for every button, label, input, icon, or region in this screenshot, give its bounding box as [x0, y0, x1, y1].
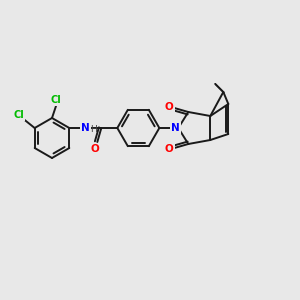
Text: O: O: [165, 102, 174, 112]
Text: O: O: [91, 144, 100, 154]
Text: N: N: [81, 123, 90, 133]
Text: O: O: [165, 144, 174, 154]
Text: H: H: [90, 124, 97, 134]
Text: Cl: Cl: [51, 95, 62, 105]
Text: N: N: [171, 123, 180, 133]
Text: Cl: Cl: [13, 110, 24, 120]
